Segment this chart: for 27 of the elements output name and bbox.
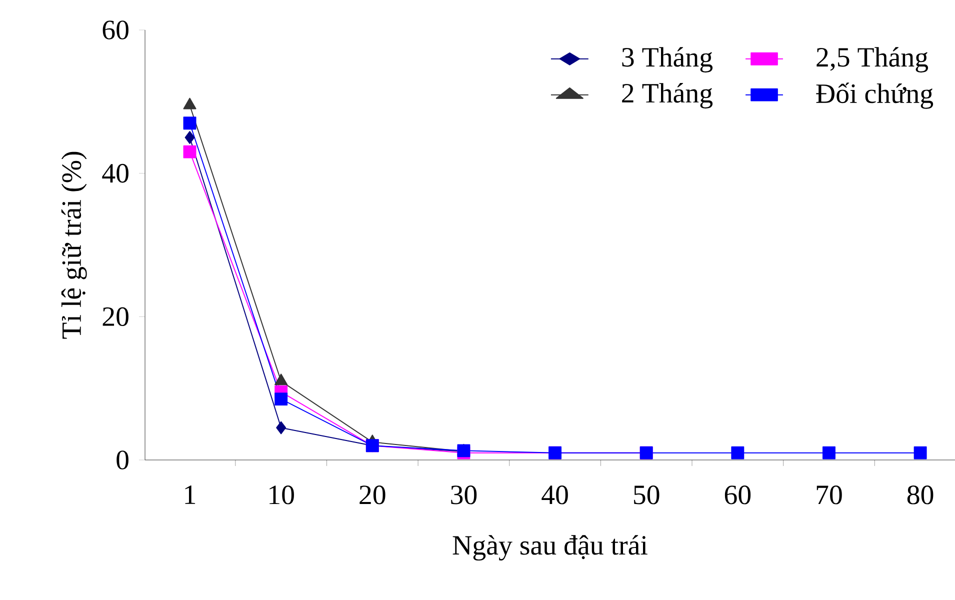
y-axis-title: Tỉ lệ giữ trái (%)	[61, 152, 87, 339]
point	[184, 131, 195, 144]
x-tick-label: 1	[185, 485, 196, 504]
x-tick-label: 20	[360, 485, 386, 504]
point	[276, 421, 286, 434]
x-tick-label: 70	[816, 485, 842, 504]
y-tick-label: 20	[102, 307, 128, 326]
point	[914, 446, 927, 460]
legend-label: 2 Tháng	[622, 83, 713, 108]
legend-label: Đối chứng	[816, 82, 934, 109]
point	[183, 145, 196, 158]
x-tick-label: 10	[270, 485, 294, 504]
x-tick-label: 80	[907, 485, 934, 504]
point	[183, 116, 196, 130]
y-tick-label: 0	[116, 450, 128, 470]
x-tick-label: 50	[634, 485, 660, 504]
legend-label: 2,5 Tháng	[816, 47, 928, 72]
x-axis-title: Ngày sau đậu trái	[452, 535, 648, 561]
point	[731, 446, 744, 460]
x-tick-label: 30	[451, 485, 477, 504]
point	[822, 446, 836, 460]
legend-label: 3 Tháng	[622, 47, 713, 72]
x-tick-label: 60	[724, 485, 751, 504]
y-tick-label: 40	[102, 164, 128, 183]
y-tick-label: 60	[102, 20, 128, 40]
x-tick-label: 40	[542, 485, 568, 504]
point	[274, 392, 288, 406]
